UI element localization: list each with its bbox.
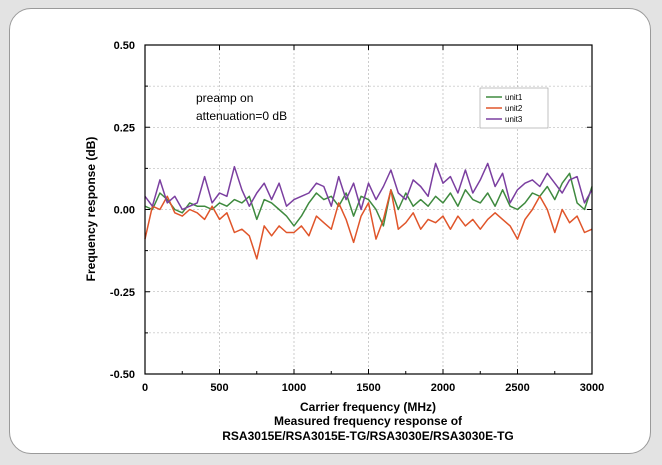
caption-line-2: RSA3015E/RSA3015E-TG/RSA3030E/RSA3030E-T… bbox=[222, 429, 513, 443]
series-lines bbox=[144, 162, 593, 260]
annotation-line-1: preamp on bbox=[196, 91, 253, 105]
series-line-unit3 bbox=[144, 162, 593, 211]
x-tick-label: 2500 bbox=[505, 382, 529, 394]
caption-line-1: Measured frequency response of bbox=[274, 414, 463, 428]
annotation-line-2: attenuation=0 dB bbox=[196, 109, 287, 123]
x-tick-label: 500 bbox=[210, 382, 228, 394]
y-tick-label: 0.00 bbox=[114, 205, 135, 217]
series-line-unit2 bbox=[144, 189, 593, 260]
y-tick-label: -0.50 bbox=[110, 369, 135, 381]
y-tick-label: 0.25 bbox=[114, 122, 135, 134]
x-tick-label: 2000 bbox=[431, 382, 455, 394]
legend-label-unit2: unit2 bbox=[505, 104, 523, 113]
legend-label-unit1: unit1 bbox=[505, 93, 523, 102]
x-axis-label: Carrier frequency (MHz) bbox=[300, 400, 436, 414]
axis-ticks: 0 500 1000 1500 2000 2500 3000 -0.50 -0.25 0.00 0.… bbox=[110, 40, 604, 394]
y-tick-label: 0.50 bbox=[114, 40, 135, 52]
x-tick-label: 3000 bbox=[580, 382, 604, 394]
legend-label-unit3: unit3 bbox=[505, 115, 523, 124]
y-tick-label: -0.25 bbox=[110, 287, 135, 299]
series-line-unit1 bbox=[144, 172, 593, 227]
x-tick-label: 1500 bbox=[356, 382, 380, 394]
y-axis-label: Frequency response (dB) bbox=[84, 137, 98, 282]
x-tick-label: 1000 bbox=[282, 382, 306, 394]
legend: unit1 unit2 unit3 bbox=[479, 87, 549, 129]
x-tick-label: 0 bbox=[142, 382, 148, 394]
